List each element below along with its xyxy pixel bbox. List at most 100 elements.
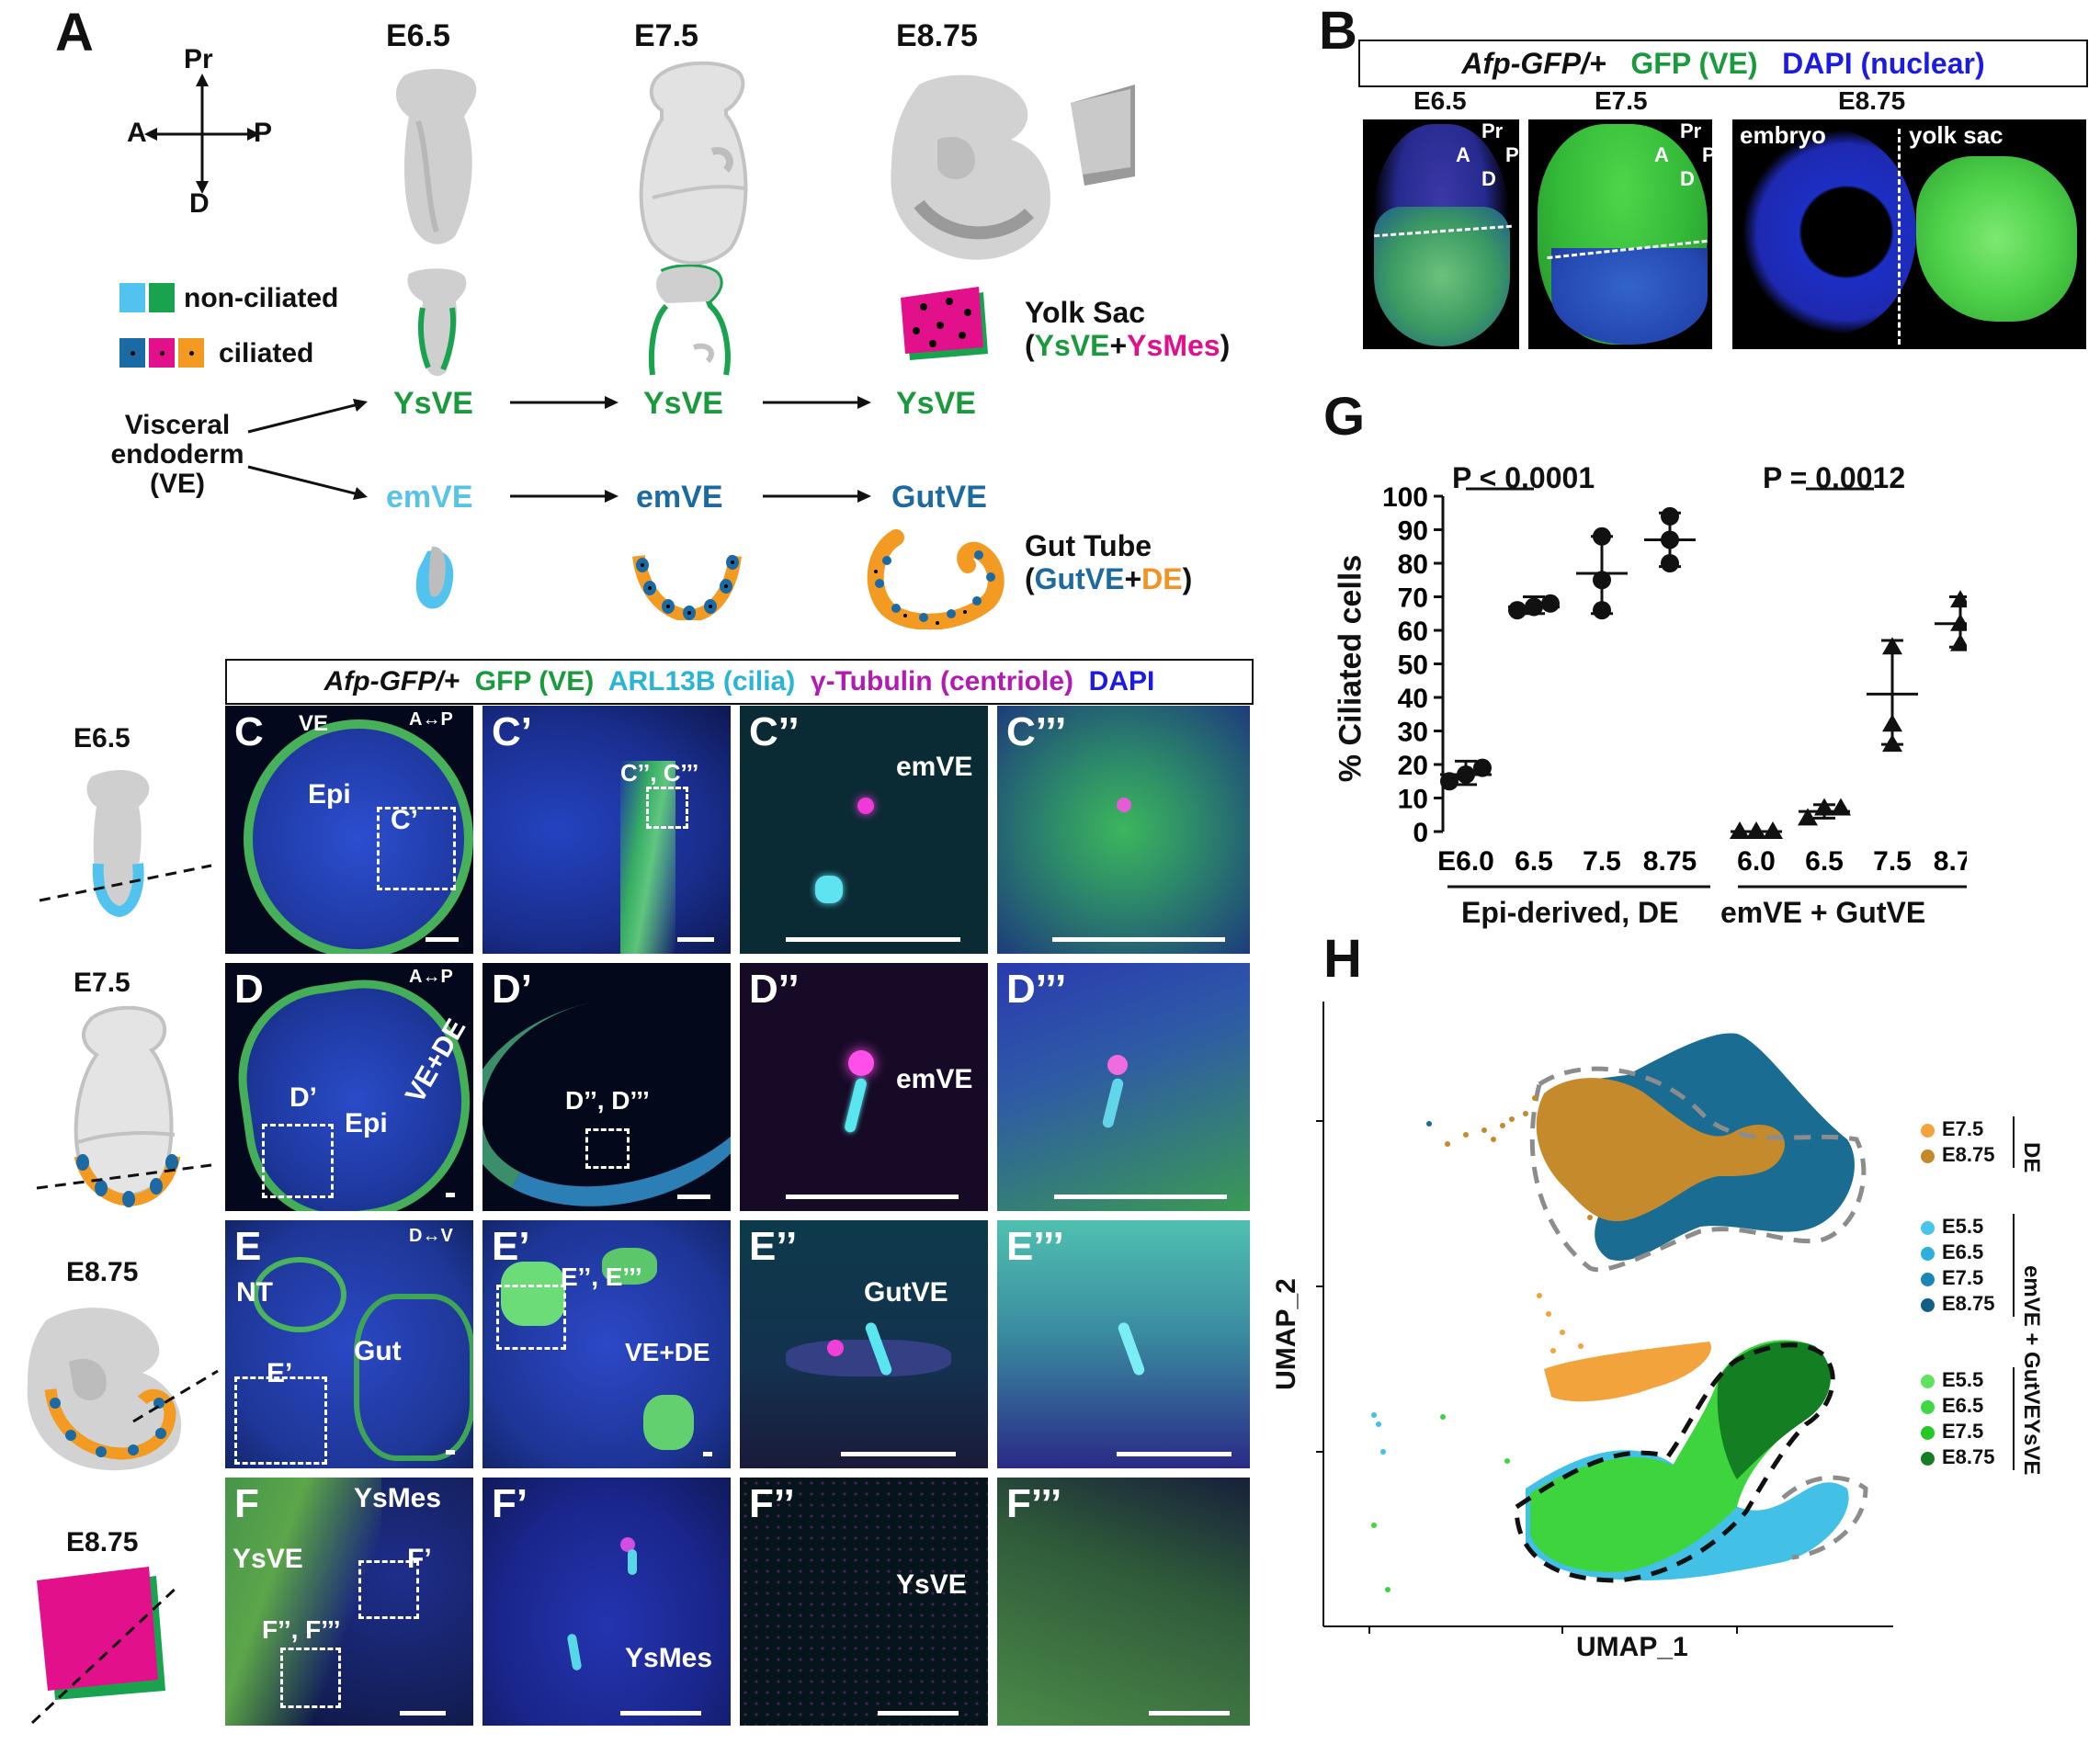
side-e875-schematic <box>27 1308 219 1471</box>
b-axis-p: P <box>1702 143 1716 166</box>
h-legend-item: E7.5 <box>1921 1116 1995 1142</box>
h-cell-dot <box>1550 1348 1556 1353</box>
legend-nonciliated-label: non-ciliated <box>184 283 339 313</box>
axis-p: P <box>254 118 273 148</box>
b-image-e75 <box>1528 119 1712 349</box>
panel-ddd-image: D’’ emVE <box>740 963 988 1211</box>
panel-g-label: G <box>1323 387 1366 447</box>
panel-dprime-image: D’ D’’, D’’’ <box>482 963 731 1211</box>
panel-f-image: F YsMes YsVE F’ F’’, F’’’ <box>225 1478 473 1726</box>
g-y-tick-label: 90 <box>1398 516 1428 547</box>
g-x-tick-label: 6.5 <box>1515 846 1553 877</box>
b-image-e65 <box>1363 119 1519 349</box>
h-legend-bracket-label: emVE + GutVE <box>2019 1265 2044 1420</box>
side-yolk-schematic <box>30 1567 181 1725</box>
gut-tube-composition: (GutVE+DE) <box>1025 562 1193 595</box>
g-data-point <box>1798 808 1818 826</box>
h-legend-item: E5.5 <box>1921 1367 1995 1393</box>
g-data-point <box>1440 772 1459 791</box>
panel-fddd-image: F’’’ <box>997 1478 1250 1726</box>
h-cell-dot <box>1481 1127 1487 1133</box>
g-x-tick-label: 8.75 <box>1643 846 1697 877</box>
h-legend-label: E5.5 <box>1942 1368 1984 1391</box>
h-outline-ysve <box>1514 1342 1835 1583</box>
g-data-point <box>1593 601 1611 620</box>
h-cell-dot <box>1578 1343 1584 1349</box>
h-legend-item: E6.5 <box>1921 1240 1995 1265</box>
g-data-point <box>1882 734 1902 753</box>
h-legend-item: E8.75 <box>1921 1142 1995 1168</box>
axis-d: D <box>189 188 210 219</box>
g-y-tick-label: 0 <box>1413 818 1428 848</box>
panel-e-image: E D↔V NT Gut E’ <box>225 1220 473 1468</box>
h-cell-dot <box>1380 1449 1386 1455</box>
b-stage-label: E6.5 <box>1413 86 1467 115</box>
side-stage-label: E7.5 <box>74 968 131 998</box>
panel-edd-image: E’’ GutVE <box>740 1220 988 1468</box>
h-legend-swatch <box>1921 1374 1935 1388</box>
g-x-tick-label: E6.0 <box>1437 846 1494 877</box>
h-cell-dot <box>1371 1523 1377 1528</box>
g-data-point <box>1950 613 1967 631</box>
h-legend-label: E8.75 <box>1942 1445 1995 1468</box>
h-legend-swatch <box>1921 1451 1935 1466</box>
h-cell-dot <box>1523 1111 1528 1116</box>
g-x-tick-label: 7.5 <box>1583 846 1621 877</box>
axis-a: A <box>127 118 147 148</box>
h-cell-dot <box>1500 1123 1505 1128</box>
ysve-label: YsVE <box>393 386 473 421</box>
g-data-point <box>1882 637 1902 655</box>
h-cell-dot <box>1504 1458 1510 1464</box>
panel-fdd-image: F’’ YsVE <box>740 1478 988 1726</box>
side-stage-label: E8.75 <box>66 1257 139 1287</box>
g-data-point <box>1950 633 1967 651</box>
g-data-point <box>1661 554 1679 572</box>
b-stage-label: E7.5 <box>1595 86 1648 115</box>
panel-eddd-image: E’’’ <box>997 1220 1250 1468</box>
h-umap-plot <box>1316 1002 1893 1634</box>
side-stage-label: E6.5 <box>74 723 131 753</box>
ysve-label: YsVE <box>643 386 723 421</box>
b-axis-pr: Pr <box>1680 119 1702 142</box>
h-legend-item: E8.75 <box>1921 1444 1995 1470</box>
h-cell-dot <box>1560 1330 1565 1335</box>
ysve-label: YsVE <box>896 386 976 421</box>
h-legend-item: E5.5 <box>1921 1214 1995 1240</box>
b-image-e875 <box>1732 119 2086 349</box>
emve-label: emVE <box>386 480 473 515</box>
h-legend-swatch <box>1921 1272 1935 1286</box>
ysve-e75-drawing <box>648 265 731 376</box>
h-legend-bracket <box>2013 1367 2015 1470</box>
g-y-tick-label: 80 <box>1398 549 1428 580</box>
h-cell-dot <box>1426 1121 1432 1127</box>
h-legend-label: E7.5 <box>1942 1420 1984 1443</box>
h-ylabel: UMAP_2 <box>1271 1278 1301 1390</box>
h-legend-group: E5.5 E6.5 E7.5 E8.75 YsVE <box>1921 1367 2044 1475</box>
gut-tube-title: Gut Tube <box>1025 529 1152 562</box>
g-data-point <box>1525 597 1543 617</box>
h-cell-dot <box>1509 1116 1515 1122</box>
g-y-tick-label: 50 <box>1398 651 1428 681</box>
h-legend-item: E6.5 <box>1921 1393 1995 1419</box>
emve-arrow <box>510 490 619 503</box>
g-data-point <box>1457 764 1475 784</box>
g-data-point <box>1950 590 1967 608</box>
panel-dddd-image: D’’’ <box>997 963 1250 1211</box>
h-xlabel: UMAP_1 <box>1576 1632 1688 1662</box>
h-legend-label: E6.5 <box>1942 1240 1984 1263</box>
h-cell-dot <box>1385 1587 1391 1592</box>
panel-d-image: D A↔P VE+DE D’ Epi <box>225 963 473 1211</box>
panel-fprime-image: F’ YsMes <box>482 1478 731 1726</box>
h-legend-label: E7.5 <box>1942 1117 1984 1140</box>
cf-header: Afp-GFP/+ GFP (VE) ARL13B (cilia) γ-Tubu… <box>225 659 1254 705</box>
g-y-tick-label: 30 <box>1398 718 1428 748</box>
emve-arrow <box>763 490 871 503</box>
gutve-label: GutVE <box>891 480 987 515</box>
embryo-e875-drawing <box>891 74 1135 260</box>
side-stage-label: E8.75 <box>66 1527 139 1557</box>
g-y-tick-label: 40 <box>1398 684 1428 714</box>
h-legend-swatch <box>1921 1297 1935 1312</box>
stage-label: E7.5 <box>634 18 698 53</box>
side-e75-schematic <box>36 1005 212 1207</box>
